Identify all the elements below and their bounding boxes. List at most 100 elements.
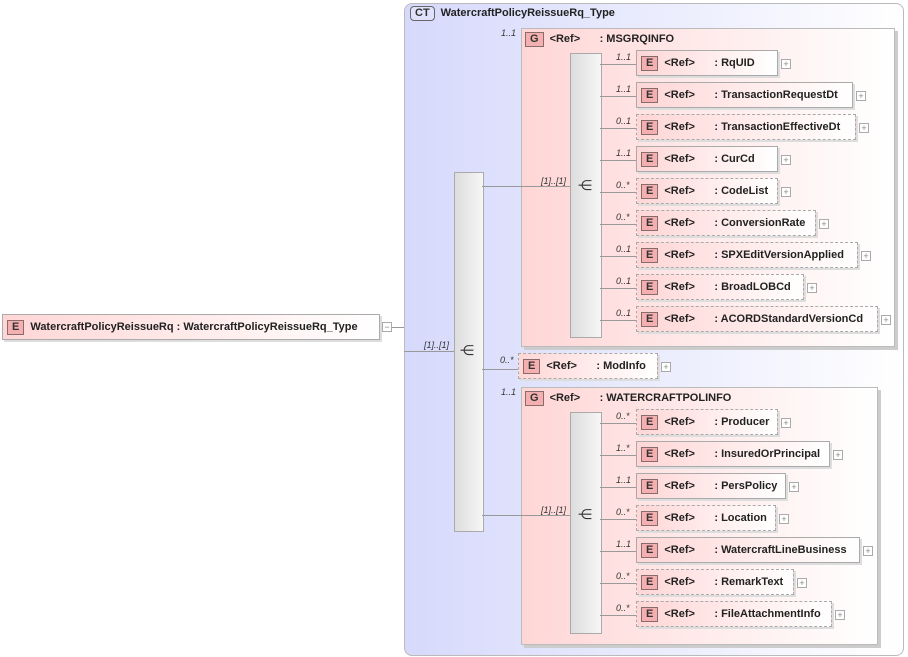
element-badge: E (641, 279, 659, 295)
element-cardinality: 1..1 (616, 148, 632, 158)
expand-icon[interactable]: + (833, 450, 843, 460)
ref-label: <Ref> (664, 512, 695, 524)
element-name: : CurCd (714, 153, 755, 165)
element-box[interactable]: E <Ref>: BroadLOBCd (636, 274, 804, 300)
element-badge: E (523, 358, 541, 374)
element-box[interactable]: E <Ref>: ModInfo (518, 353, 658, 379)
connector (600, 96, 636, 97)
element-box[interactable]: E <Ref>: RemarkText (636, 569, 794, 595)
connector (600, 256, 636, 257)
sequence-icon: ⋲ (578, 177, 592, 193)
element-box[interactable]: E <Ref>: SPXEditVersionApplied (636, 242, 858, 268)
ct-name: WatercraftPolicyReissueRq_Type (440, 7, 615, 19)
sequence-icon: ⋲ (578, 506, 592, 522)
group-label[interactable]: G <Ref>: WATERCRAFTPOLINFO (525, 391, 731, 406)
expand-icon[interactable]: + (863, 546, 873, 556)
element-box[interactable]: E <Ref>: RqUID (636, 50, 778, 76)
connector (600, 455, 636, 456)
element-name: : PersPolicy (714, 480, 778, 492)
connector (600, 615, 636, 616)
connector (600, 423, 636, 424)
ref-label: <Ref> (664, 249, 695, 261)
expand-icon[interactable]: + (781, 59, 791, 69)
outer-sequence[interactable] (454, 172, 484, 532)
expand-icon[interactable]: + (807, 283, 817, 293)
element-box[interactable]: E <Ref>: Producer (636, 409, 778, 435)
element-cardinality: 0..* (616, 507, 630, 517)
element-cardinality: 0..* (616, 212, 630, 222)
connector (600, 64, 636, 65)
ref-label: <Ref> (664, 544, 695, 556)
connector (600, 551, 636, 552)
connector (600, 583, 636, 584)
ref-label: <Ref> (549, 392, 581, 404)
expand-icon[interactable]: + (779, 514, 789, 524)
element-box[interactable]: E <Ref>: TransactionRequestDt (636, 82, 853, 108)
element-box[interactable]: E <Ref>: CodeList (636, 178, 778, 204)
collapse-icon[interactable]: − (382, 322, 392, 332)
root-element[interactable]: E WatercraftPolicyReissueRq : WatercraftP… (2, 314, 380, 340)
connector (482, 515, 570, 516)
expand-icon[interactable]: + (661, 362, 671, 372)
element-cardinality: 0..* (616, 571, 630, 581)
expand-icon[interactable]: + (861, 251, 871, 261)
element-box[interactable]: E <Ref> : InsuredOrPrincipal (636, 441, 830, 467)
expand-icon[interactable]: + (797, 578, 807, 588)
group-cardinality: 1..1 (501, 387, 517, 397)
element-cardinality: 0..* (616, 180, 630, 190)
root-name: WatercraftPolicyReissueRq (30, 321, 174, 333)
connector (392, 327, 404, 328)
ref-label: <Ref> (664, 121, 695, 133)
expand-icon[interactable]: + (856, 91, 866, 101)
element-badge: E (641, 311, 659, 327)
element-box[interactable]: E <Ref> : CurCd (636, 146, 778, 172)
expand-icon[interactable]: + (881, 315, 891, 325)
connector (600, 128, 636, 129)
group-badge: G (525, 32, 544, 47)
element-name: : ACORDStandardVersionCd (714, 313, 864, 325)
ref-label: <Ref> (664, 217, 695, 229)
element-name: : InsuredOrPrincipal (714, 448, 821, 460)
element-box[interactable]: E <Ref>: PersPolicy (636, 473, 786, 499)
element-box[interactable]: E <Ref>: TransactionEffectiveDt (636, 114, 856, 140)
expand-icon[interactable]: + (859, 123, 869, 133)
element-badge: E (641, 606, 659, 622)
group-name: : MSGRQINFO (599, 33, 675, 45)
ref-label: <Ref> (549, 33, 581, 45)
element-box[interactable]: E <Ref>: ACORDStandardVersionCd (636, 306, 878, 332)
element-badge: E (641, 446, 659, 462)
expand-icon[interactable]: + (819, 219, 829, 229)
element-cardinality: 0..1 (616, 276, 632, 286)
sequence-cardinality: [1]..[1] (424, 340, 450, 350)
sequence-box[interactable] (570, 412, 602, 634)
element-box[interactable]: E <Ref>: WatercraftLineBusiness (636, 537, 860, 563)
element-box[interactable]: E <Ref>: FileAttachmentInfo (636, 601, 832, 627)
element-box[interactable]: E <Ref>: ConversionRate (636, 210, 816, 236)
sequence-box[interactable] (570, 53, 602, 338)
ref-label: <Ref> (664, 281, 695, 293)
element-name: : WatercraftLineBusiness (714, 544, 847, 556)
expand-icon[interactable]: + (781, 155, 791, 165)
element-cardinality: 0..1 (616, 308, 632, 318)
ref-label: <Ref> (664, 89, 695, 101)
element-badge: E (641, 478, 659, 494)
ref-label: <Ref> (664, 416, 695, 428)
element-cardinality: 1..* (616, 443, 630, 453)
element-name: : SPXEditVersionApplied (714, 249, 844, 261)
expand-icon[interactable]: + (789, 482, 799, 492)
element-badge: E (641, 151, 659, 167)
connector (482, 186, 570, 187)
expand-icon[interactable]: + (781, 418, 791, 428)
element-cardinality: 0..* (616, 603, 630, 613)
element-cardinality: 1..1 (616, 52, 632, 62)
element-name: : ConversionRate (714, 217, 806, 229)
element-name: : Location (714, 512, 767, 524)
ref-label: <Ref> (664, 153, 695, 165)
expand-icon[interactable]: + (781, 187, 791, 197)
ref-label: <Ref> (664, 57, 695, 69)
element-box[interactable]: E <Ref>: Location (636, 505, 776, 531)
group-label[interactable]: G <Ref> : MSGRQINFO (525, 32, 674, 47)
ref-label: <Ref> (664, 448, 695, 460)
element-cardinality: 1..1 (616, 475, 632, 485)
expand-icon[interactable]: + (835, 610, 845, 620)
